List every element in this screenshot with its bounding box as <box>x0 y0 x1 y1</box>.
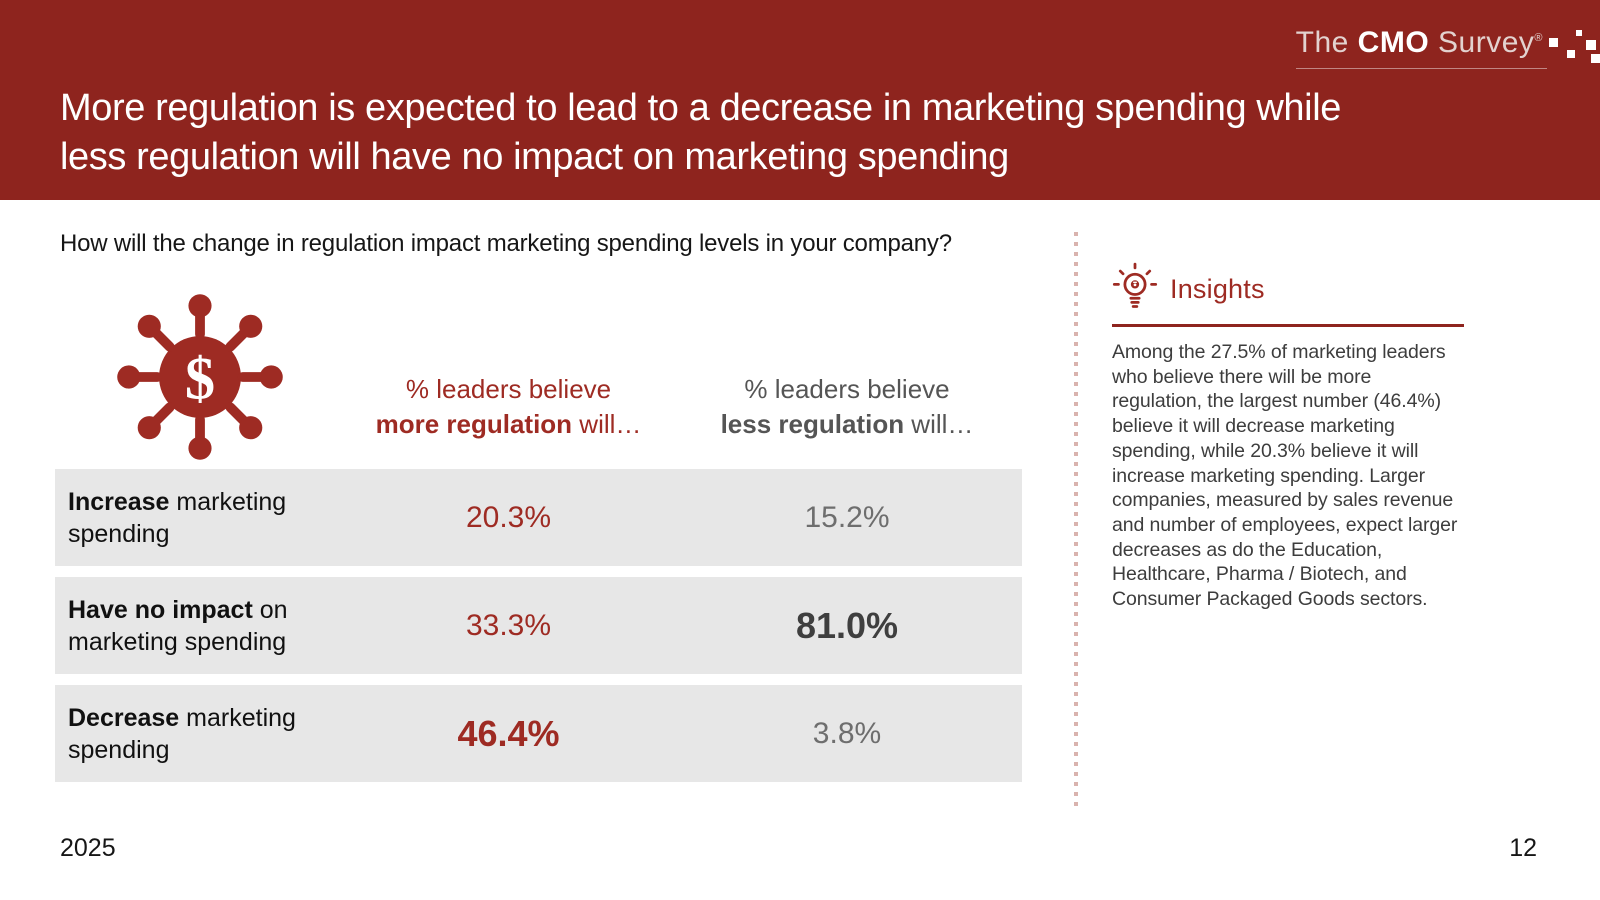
footer-year: 2025 <box>60 834 116 862</box>
table-row-no-impact: Have no impact on marketing spending 33.… <box>55 577 1022 674</box>
insights-body-text: Among the 27.5% of marketing leaders who… <box>1112 341 1458 611</box>
logo-cmo: CMO <box>1357 26 1430 59</box>
col-more-bold: more regulation <box>375 409 573 439</box>
row-label-increase: Increase marketing spending <box>68 487 287 548</box>
insights-panel: Insights Among the 27.5% of marketing le… <box>1112 262 1464 612</box>
slide-title: More regulation is expected to lead to a… <box>60 84 1540 182</box>
survey-question: How will the change in regulation impact… <box>60 230 952 257</box>
row-label-no-impact: Have no impact on marketing spending <box>68 595 288 656</box>
cmo-survey-logo: The CMO Survey® <box>1295 26 1600 72</box>
col-less-suffix: will… <box>904 409 974 439</box>
table-row-decrease: Decrease marketing spending 46.4% 3.8% <box>55 685 1022 782</box>
value-decrease-more: 46.4% <box>457 712 560 754</box>
cmo-survey-logo-text: The CMO Survey® <box>1295 26 1547 69</box>
insights-header: Insights <box>1112 262 1464 327</box>
logo-the: The <box>1295 26 1358 59</box>
results-table: $ % leaders believe more regulation will… <box>55 282 1022 782</box>
icon-cell: $ <box>55 282 345 460</box>
insights-title: Insights <box>1170 273 1265 304</box>
column-header-more-regulation: % leaders believe more regulation will… <box>345 372 672 458</box>
svg-text:$: $ <box>185 345 215 412</box>
row-label-decrease: Decrease marketing spending <box>68 703 296 764</box>
col-more-prefix: % leaders believe <box>405 374 612 404</box>
slide-title-line-1: More regulation is expected to lead to a… <box>60 87 1341 129</box>
value-increase-less: 15.2% <box>804 500 890 534</box>
col-less-bold: less regulation <box>720 409 905 439</box>
table-header-row: $ % leaders believe more regulation will… <box>55 282 1022 460</box>
dotted-divider <box>1074 232 1078 812</box>
col-more-suffix: will… <box>572 409 642 439</box>
logo-squares-icon <box>1547 30 1600 72</box>
value-no-impact-less: 81.0% <box>795 604 899 646</box>
value-no-impact-more: 33.3% <box>465 608 552 642</box>
column-header-less-regulation: % leaders believe less regulation will… <box>672 372 1022 458</box>
value-decrease-less: 3.8% <box>812 716 882 750</box>
registered-mark: ® <box>1534 32 1543 44</box>
logo-survey: Survey <box>1429 26 1535 59</box>
table-row-increase: Increase marketing spending 20.3% 15.2% <box>55 469 1022 566</box>
header-band: The CMO Survey® More regulation is expec… <box>0 0 1600 200</box>
col-less-prefix: % leaders believe <box>744 374 950 404</box>
footer-page-number: 12 <box>1509 834 1537 862</box>
slide-title-line-2: less regulation will have no impact on m… <box>60 136 1009 178</box>
value-increase-more: 20.3% <box>465 500 552 534</box>
lightbulb-icon <box>1112 262 1158 308</box>
dollar-spending-icon: $ <box>117 294 283 460</box>
